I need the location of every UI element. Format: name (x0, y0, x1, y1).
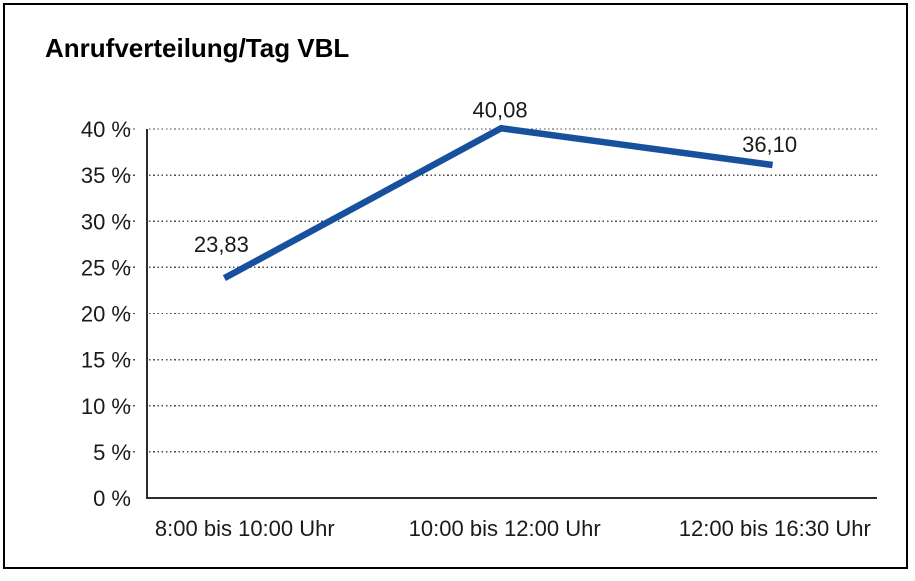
chart-window: Anrufverteilung/Tag VBL 0 % 5 % 10 % 15 % 20… (3, 3, 908, 569)
data-series-line (222, 124, 774, 282)
y-axis-label: 25 % (81, 255, 131, 280)
y-axis-label: 20 % (81, 302, 131, 327)
y-axis-label: 15 % (81, 348, 131, 373)
x-axis-label: 12:00 bis 16:30 Uhr (679, 516, 871, 541)
data-label: 40,08 (473, 97, 528, 122)
data-label: 23,83 (194, 232, 249, 257)
data-label: 36,10 (742, 132, 797, 157)
y-axis-label: 0 % (93, 486, 131, 511)
y-axis-label: 40 % (81, 117, 131, 142)
y-axis-label: 10 % (81, 394, 131, 419)
y-axis-label: 5 % (93, 440, 131, 465)
y-axis-label: 30 % (81, 209, 131, 234)
line-chart: 0 % 5 % 10 % 15 % 20 % 25 % 30 % 35 % 40 % 8:00 b… (81, 97, 877, 541)
chart-title: Anrufverteilung/Tag VBL (45, 33, 350, 63)
x-axis-label: 10:00 bis 12:00 Uhr (409, 516, 601, 541)
y-axis-label: 35 % (81, 163, 131, 188)
x-axis-label: 8:00 bis 10:00 Uhr (155, 516, 335, 541)
